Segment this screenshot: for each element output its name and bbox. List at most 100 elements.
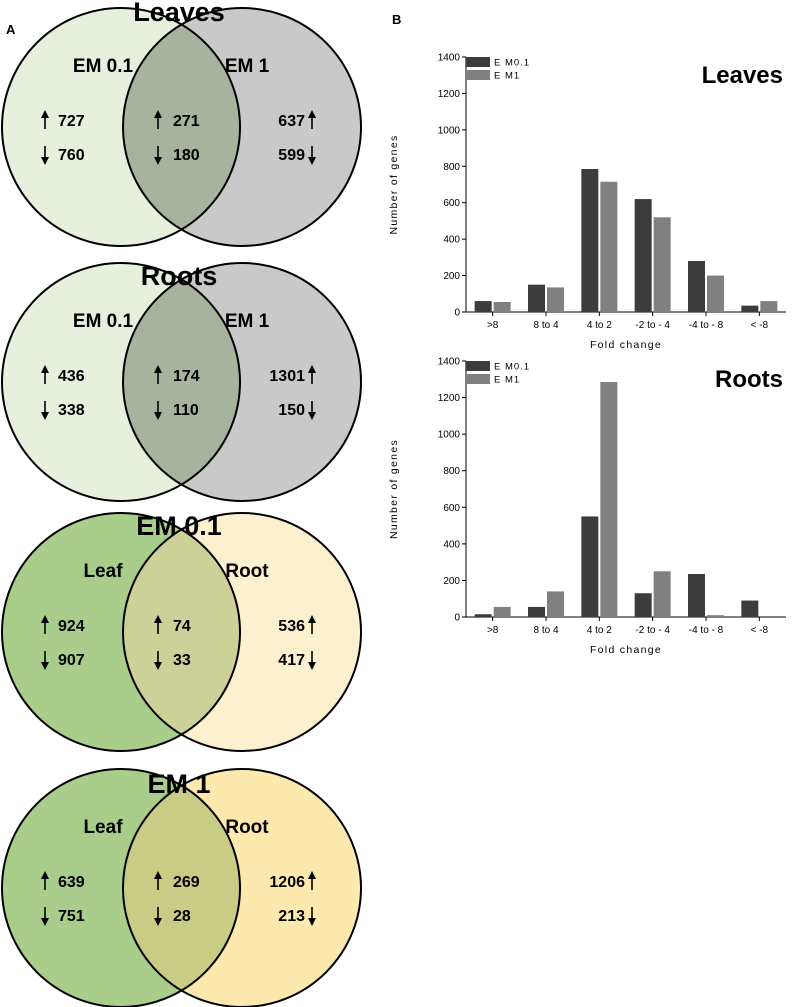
- bar: [760, 301, 778, 312]
- bar: [707, 615, 724, 617]
- y-tick-label: 800: [443, 162, 460, 173]
- venn-left-down-count: 338: [58, 402, 85, 419]
- venn-title: EM 0.1: [136, 511, 222, 541]
- down-arrow-icon: [41, 401, 49, 420]
- y-tick-label: 0: [454, 308, 460, 319]
- bar: [474, 301, 492, 312]
- y-tick-label: 600: [443, 198, 460, 209]
- y-axis-title: Number of genes: [388, 134, 400, 234]
- bar: [547, 287, 564, 312]
- venn-diagram: Leaves EM 0.1 EM 1 727 760 271 180 637 599: [1, 0, 362, 247]
- venn-overlap-up-count: 74: [173, 618, 191, 635]
- y-tick-label: 200: [443, 271, 460, 282]
- venn-left-label: EM 0.1: [73, 56, 134, 77]
- venn-right-down-count: 417: [278, 652, 305, 669]
- y-tick-label: 1000: [438, 125, 461, 136]
- down-arrow-icon: [154, 907, 162, 926]
- venn-right-label: EM 1: [225, 311, 270, 332]
- bar: [493, 606, 511, 617]
- venn-right-outline: [122, 7, 362, 247]
- x-tick-label: 4 to 2: [587, 320, 612, 331]
- down-arrow-icon: [41, 651, 49, 670]
- y-axis-title: Number of genes: [388, 439, 400, 539]
- x-tick-label: 8 to 4: [533, 625, 558, 636]
- venn-right-up-count: 1206: [269, 874, 305, 891]
- legend-swatch: [466, 57, 490, 67]
- bar: [581, 169, 599, 312]
- venn-left-outline: [1, 7, 241, 247]
- bar: [741, 600, 759, 617]
- venn-diagram: EM 0.1 Leaf Root 924 907 74 33 536 417: [1, 511, 362, 752]
- up-arrow-icon: [154, 615, 162, 634]
- y-tick-label: 800: [443, 466, 460, 477]
- y-tick-label: 1400: [438, 53, 461, 64]
- x-tick-label: >8: [487, 320, 499, 331]
- venn-overlap-down-count: 180: [173, 147, 200, 164]
- bar: [474, 614, 492, 617]
- legend: E M0.1 E M1: [466, 57, 529, 82]
- x-tick-label: -4 to - 8: [689, 320, 724, 331]
- x-tick-label: < -8: [751, 320, 769, 331]
- up-arrow-icon: [41, 365, 49, 384]
- venn-left-up-count: 436: [58, 368, 85, 385]
- venn-right-up-count: 1301: [269, 368, 305, 385]
- venn-left-outline: [1, 768, 241, 1007]
- down-arrow-icon: [308, 907, 316, 926]
- up-arrow-icon: [308, 110, 316, 129]
- legend: E M0.1 E M1: [466, 361, 530, 386]
- bar: [653, 571, 671, 617]
- x-axis-title: Fold change: [590, 644, 662, 656]
- bar: [493, 301, 511, 312]
- venn-diagrams: Leaves EM 0.1 EM 1 727 760 271 180 637 599 Roots E…: [1, 0, 362, 1007]
- y-tick-label: 400: [443, 539, 460, 550]
- venn-left-label: EM 0.1: [73, 311, 134, 332]
- venn-right-outline: [122, 262, 362, 502]
- bar: [653, 217, 671, 312]
- chart-title: Leaves: [702, 62, 783, 89]
- legend-label: E M1: [494, 71, 520, 82]
- venn-right-down-count: 599: [278, 147, 305, 164]
- y-tick-label: 200: [443, 576, 460, 587]
- venn-right-label: Root: [225, 817, 269, 838]
- venn-left-outline: [1, 512, 241, 752]
- bar: [707, 275, 724, 312]
- down-arrow-icon: [154, 146, 162, 165]
- venn-left-up-count: 639: [58, 874, 85, 891]
- venn-left-up-count: 727: [58, 113, 85, 130]
- venn-left-label: Leaf: [83, 817, 123, 838]
- up-arrow-icon: [154, 110, 162, 129]
- venn-left-down-count: 760: [58, 147, 85, 164]
- venn-title: EM 1: [147, 769, 210, 799]
- down-arrow-icon: [308, 651, 316, 670]
- bar: [600, 382, 618, 617]
- down-arrow-icon: [41, 146, 49, 165]
- up-arrow-icon: [154, 365, 162, 384]
- venn-overlap-down-count: 110: [173, 402, 199, 419]
- y-tick-label: 600: [443, 503, 460, 514]
- bar: [528, 284, 545, 312]
- venn-right-up-count: 637: [278, 113, 305, 130]
- up-arrow-icon: [41, 871, 49, 890]
- up-arrow-icon: [41, 615, 49, 634]
- up-arrow-icon: [154, 871, 162, 890]
- venn-left-outline: [1, 262, 241, 502]
- panel-label-b: B: [392, 12, 401, 27]
- y-tick-label: 1200: [438, 89, 461, 100]
- venn-overlap: [123, 769, 240, 1007]
- venn-overlap-up-count: 269: [173, 874, 200, 891]
- venn-overlap: [123, 8, 240, 246]
- venn-right-up-count: 536: [278, 618, 305, 635]
- venn-overlap-down-count: 28: [173, 908, 191, 925]
- venn-diagram: Roots EM 0.1 EM 1 436 338 174 110 1301 150: [1, 261, 362, 502]
- venn-diagram: EM 1 Leaf Root 639 751 269 28 1206 213: [1, 768, 362, 1007]
- legend-label: E M0.1: [494, 362, 530, 373]
- legend-swatch: [466, 374, 490, 384]
- up-arrow-icon: [308, 365, 316, 384]
- up-arrow-icon: [41, 110, 49, 129]
- x-tick-label: -4 to - 8: [689, 625, 724, 636]
- bar-chart: 0 200 400 600 800 1000 1200 1400 >8 8 to 4 4 to 2 -…: [388, 53, 786, 351]
- venn-right-outline: [122, 512, 362, 752]
- x-tick-label: -2 to - 4: [635, 320, 670, 331]
- venn-overlap-up-count: 174: [173, 368, 200, 385]
